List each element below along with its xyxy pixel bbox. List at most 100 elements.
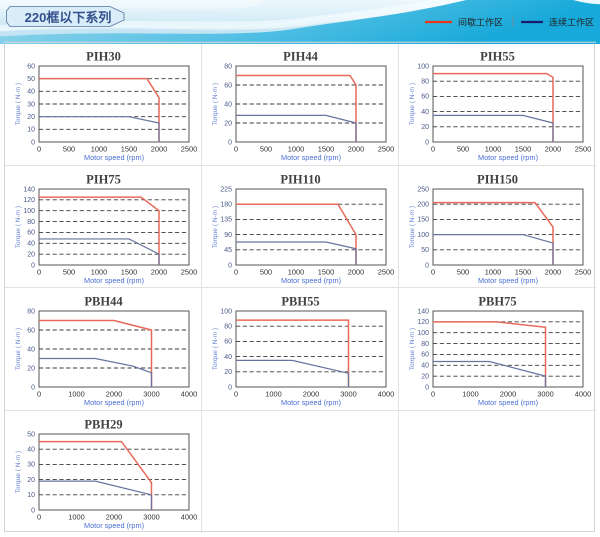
svg-text:0: 0 bbox=[37, 512, 41, 521]
svg-text:40: 40 bbox=[421, 109, 429, 116]
svg-text:Torque ( N-m ): Torque ( N-m ) bbox=[212, 205, 219, 248]
svg-text:500: 500 bbox=[260, 267, 272, 276]
svg-text:10: 10 bbox=[27, 127, 35, 134]
svg-text:2000: 2000 bbox=[545, 145, 561, 154]
svg-text:30: 30 bbox=[27, 461, 35, 468]
svg-text:0: 0 bbox=[431, 267, 435, 276]
svg-text:0: 0 bbox=[31, 262, 35, 269]
svg-text:0: 0 bbox=[228, 262, 232, 269]
svg-text:0: 0 bbox=[31, 384, 35, 391]
svg-text:2000: 2000 bbox=[151, 267, 167, 276]
svg-text:4000: 4000 bbox=[378, 390, 394, 399]
svg-text:30: 30 bbox=[27, 101, 35, 108]
svg-text:3000: 3000 bbox=[537, 390, 553, 399]
svg-text:120: 120 bbox=[23, 197, 35, 204]
svg-text:2500: 2500 bbox=[575, 145, 591, 154]
svg-text:250: 250 bbox=[417, 186, 429, 193]
svg-text:Motor speed (rpm): Motor speed (rpm) bbox=[478, 153, 538, 162]
svg-text:3000: 3000 bbox=[340, 390, 356, 399]
svg-text:10: 10 bbox=[27, 492, 35, 499]
svg-text:0: 0 bbox=[431, 390, 435, 399]
svg-text:40: 40 bbox=[27, 89, 35, 96]
svg-text:PIH44: PIH44 bbox=[283, 50, 318, 64]
svg-text:60: 60 bbox=[27, 229, 35, 236]
svg-text:连续工作区: 连续工作区 bbox=[549, 17, 594, 28]
svg-text:0: 0 bbox=[228, 384, 232, 391]
svg-text:60: 60 bbox=[224, 339, 232, 346]
svg-text:PIH30: PIH30 bbox=[86, 50, 121, 64]
svg-text:1000: 1000 bbox=[68, 512, 84, 521]
svg-text:225: 225 bbox=[220, 186, 232, 193]
svg-text:60: 60 bbox=[27, 327, 35, 334]
svg-text:40: 40 bbox=[27, 346, 35, 353]
svg-text:0: 0 bbox=[234, 390, 238, 399]
svg-text:120: 120 bbox=[417, 319, 429, 326]
svg-text:PBH29: PBH29 bbox=[84, 417, 122, 431]
svg-text:Motor speed (rpm): Motor speed (rpm) bbox=[478, 398, 538, 407]
svg-text:50: 50 bbox=[27, 76, 35, 83]
svg-text:90: 90 bbox=[224, 231, 232, 238]
svg-text:PIH55: PIH55 bbox=[480, 50, 515, 64]
svg-text:40: 40 bbox=[421, 363, 429, 370]
svg-text:500: 500 bbox=[457, 267, 469, 276]
svg-text:20: 20 bbox=[27, 476, 35, 483]
svg-text:2000: 2000 bbox=[545, 267, 561, 276]
svg-text:0: 0 bbox=[425, 139, 429, 146]
svg-text:40: 40 bbox=[27, 446, 35, 453]
svg-text:Motor speed (rpm): Motor speed (rpm) bbox=[84, 276, 144, 285]
svg-text:80: 80 bbox=[421, 341, 429, 348]
svg-text:2500: 2500 bbox=[378, 267, 394, 276]
svg-text:40: 40 bbox=[27, 240, 35, 247]
svg-text:500: 500 bbox=[457, 145, 469, 154]
svg-text:4000: 4000 bbox=[575, 390, 591, 399]
svg-text:100: 100 bbox=[220, 308, 232, 315]
svg-text:20: 20 bbox=[224, 120, 232, 127]
svg-text:0: 0 bbox=[228, 139, 232, 146]
svg-text:Torque ( N-m ): Torque ( N-m ) bbox=[212, 328, 219, 371]
svg-text:2500: 2500 bbox=[181, 267, 197, 276]
svg-text:2500: 2500 bbox=[575, 267, 591, 276]
svg-text:0: 0 bbox=[31, 507, 35, 514]
svg-text:40: 40 bbox=[224, 354, 232, 361]
svg-text:60: 60 bbox=[224, 82, 232, 89]
svg-text:80: 80 bbox=[224, 63, 232, 70]
svg-text:PIH75: PIH75 bbox=[86, 172, 121, 186]
svg-text:45: 45 bbox=[224, 247, 232, 254]
svg-text:Motor speed (rpm): Motor speed (rpm) bbox=[478, 276, 538, 285]
svg-text:3000: 3000 bbox=[143, 390, 159, 399]
svg-text:Torque ( N-m ): Torque ( N-m ) bbox=[409, 205, 416, 248]
svg-text:2000: 2000 bbox=[151, 145, 167, 154]
svg-text:80: 80 bbox=[27, 308, 35, 315]
svg-text:Torque ( N-m ): Torque ( N-m ) bbox=[212, 83, 219, 126]
svg-text:60: 60 bbox=[421, 94, 429, 101]
svg-text:间歇工作区: 间歇工作区 bbox=[458, 17, 503, 28]
svg-text:100: 100 bbox=[417, 231, 429, 238]
svg-text:Motor speed (rpm): Motor speed (rpm) bbox=[84, 153, 144, 162]
svg-text:135: 135 bbox=[220, 216, 232, 223]
svg-text:500: 500 bbox=[63, 267, 75, 276]
svg-text:Torque ( N-m ): Torque ( N-m ) bbox=[409, 328, 416, 371]
svg-text:4000: 4000 bbox=[181, 512, 197, 521]
svg-text:PBH55: PBH55 bbox=[281, 295, 319, 309]
svg-text:50: 50 bbox=[421, 247, 429, 254]
svg-text:2500: 2500 bbox=[181, 145, 197, 154]
svg-text:PBH44: PBH44 bbox=[84, 295, 123, 309]
svg-text:60: 60 bbox=[27, 63, 35, 70]
svg-text:0: 0 bbox=[37, 145, 41, 154]
svg-text:80: 80 bbox=[224, 324, 232, 331]
svg-text:200: 200 bbox=[417, 201, 429, 208]
svg-text:Motor speed (rpm): Motor speed (rpm) bbox=[84, 398, 144, 407]
svg-text:Motor speed (rpm): Motor speed (rpm) bbox=[281, 153, 341, 162]
svg-text:Torque ( N-m ): Torque ( N-m ) bbox=[15, 328, 22, 371]
svg-text:50: 50 bbox=[27, 431, 35, 438]
svg-text:500: 500 bbox=[63, 145, 75, 154]
svg-text:Torque ( N-m ): Torque ( N-m ) bbox=[15, 205, 22, 248]
svg-text:Torque ( N-m ): Torque ( N-m ) bbox=[15, 83, 22, 126]
svg-text:20: 20 bbox=[421, 373, 429, 380]
svg-text:40: 40 bbox=[224, 101, 232, 108]
svg-text:20: 20 bbox=[27, 365, 35, 372]
svg-text:20: 20 bbox=[224, 369, 232, 376]
svg-text:140: 140 bbox=[23, 186, 35, 193]
svg-text:80: 80 bbox=[27, 218, 35, 225]
svg-text:Motor speed (rpm): Motor speed (rpm) bbox=[281, 398, 341, 407]
